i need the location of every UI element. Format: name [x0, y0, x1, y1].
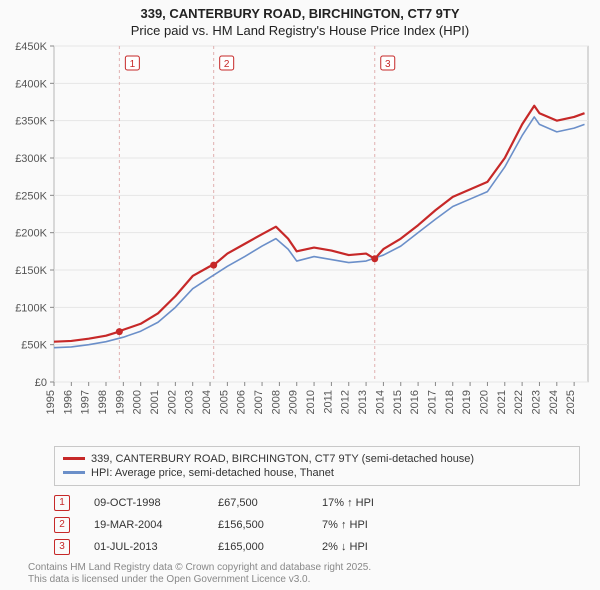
svg-text:2020: 2020 [478, 390, 490, 414]
event-row: 2 19-MAR-2004 £156,500 7% ↑ HPI [54, 514, 580, 536]
event-price: £165,000 [218, 541, 298, 553]
svg-text:2004: 2004 [201, 390, 213, 414]
svg-text:2013: 2013 [357, 390, 369, 414]
legend: 339, CANTERBURY ROAD, BIRCHINGTON, CT7 9… [54, 446, 580, 486]
svg-text:£200K: £200K [15, 228, 47, 240]
event-badge: 1 [54, 495, 70, 511]
event-hpi: 2% ↓ HPI [322, 541, 412, 553]
svg-text:2014: 2014 [374, 390, 386, 414]
svg-text:£350K: £350K [15, 116, 47, 128]
svg-text:2017: 2017 [426, 390, 438, 414]
svg-text:2023: 2023 [530, 390, 542, 414]
svg-text:£450K: £450K [15, 41, 47, 53]
attribution: Contains HM Land Registry data © Crown c… [28, 562, 580, 587]
svg-text:2005: 2005 [218, 390, 230, 414]
event-badge: 3 [54, 539, 70, 555]
events-table: 1 09-OCT-1998 £67,500 17% ↑ HPI 2 19-MAR-2004… [54, 492, 580, 558]
svg-text:2025: 2025 [565, 390, 577, 414]
svg-text:2: 2 [224, 59, 230, 70]
svg-text:2000: 2000 [132, 390, 144, 414]
event-row: 3 01-JUL-2013 £165,000 2% ↓ HPI [54, 536, 580, 558]
legend-item: 339, CANTERBURY ROAD, BIRCHINGTON, CT7 9… [63, 452, 571, 466]
svg-text:£50K: £50K [21, 340, 47, 352]
chart-frame: 339, CANTERBURY ROAD, BIRCHINGTON, CT7 9… [0, 0, 600, 590]
svg-text:2008: 2008 [270, 390, 282, 414]
svg-text:£0: £0 [35, 377, 47, 389]
svg-text:1999: 1999 [114, 390, 126, 414]
svg-text:2011: 2011 [322, 390, 334, 414]
chart-area: £0 £50K £100K £150K £200K £250K £300K £350K £400… [0, 40, 600, 440]
svg-text:£150K: £150K [15, 265, 47, 277]
legend-label: 339, CANTERBURY ROAD, BIRCHINGTON, CT7 9… [91, 453, 474, 465]
event-date: 19-MAR-2004 [94, 519, 194, 531]
legend-swatch [63, 471, 85, 474]
event-date: 09-OCT-1998 [94, 497, 194, 509]
svg-text:2019: 2019 [461, 390, 473, 414]
legend-item: HPI: Average price, semi-detached house,… [63, 466, 571, 480]
chart-title: 339, CANTERBURY ROAD, BIRCHINGTON, CT7 9… [0, 0, 600, 23]
svg-text:2006: 2006 [236, 390, 248, 414]
svg-text:1995: 1995 [45, 390, 57, 414]
event-date: 01-JUL-2013 [94, 541, 194, 553]
svg-text:2024: 2024 [548, 390, 560, 414]
svg-text:1996: 1996 [62, 390, 74, 414]
svg-text:1997: 1997 [80, 390, 92, 414]
svg-text:2003: 2003 [184, 390, 196, 414]
event-hpi: 17% ↑ HPI [322, 497, 412, 509]
svg-text:2009: 2009 [288, 390, 300, 414]
svg-text:2010: 2010 [305, 390, 317, 414]
legend-swatch [63, 457, 85, 460]
event-price: £67,500 [218, 497, 298, 509]
footer-line-2: This data is licensed under the Open Gov… [28, 574, 580, 587]
event-hpi: 7% ↑ HPI [322, 519, 412, 531]
svg-text:£250K: £250K [15, 190, 47, 202]
event-badge: 2 [54, 517, 70, 533]
svg-text:2007: 2007 [253, 390, 265, 414]
svg-text:2022: 2022 [513, 390, 525, 414]
svg-text:2001: 2001 [149, 390, 161, 414]
svg-text:2018: 2018 [444, 390, 456, 414]
svg-text:2002: 2002 [166, 390, 178, 414]
svg-text:3: 3 [385, 59, 391, 70]
chart-subtitle: Price paid vs. HM Land Registry's House … [0, 23, 600, 40]
event-row: 1 09-OCT-1998 £67,500 17% ↑ HPI [54, 492, 580, 514]
svg-text:£300K: £300K [15, 153, 47, 165]
svg-text:£100K: £100K [15, 302, 47, 314]
event-price: £156,500 [218, 519, 298, 531]
legend-label: HPI: Average price, semi-detached house,… [91, 467, 334, 479]
svg-text:£400K: £400K [15, 78, 47, 90]
svg-text:2012: 2012 [340, 390, 352, 414]
svg-text:2021: 2021 [496, 390, 508, 414]
svg-text:2015: 2015 [392, 390, 404, 414]
svg-text:2016: 2016 [409, 390, 421, 414]
svg-text:1: 1 [130, 59, 136, 70]
footer-line-1: Contains HM Land Registry data © Crown c… [28, 562, 580, 575]
svg-text:1998: 1998 [97, 390, 109, 414]
